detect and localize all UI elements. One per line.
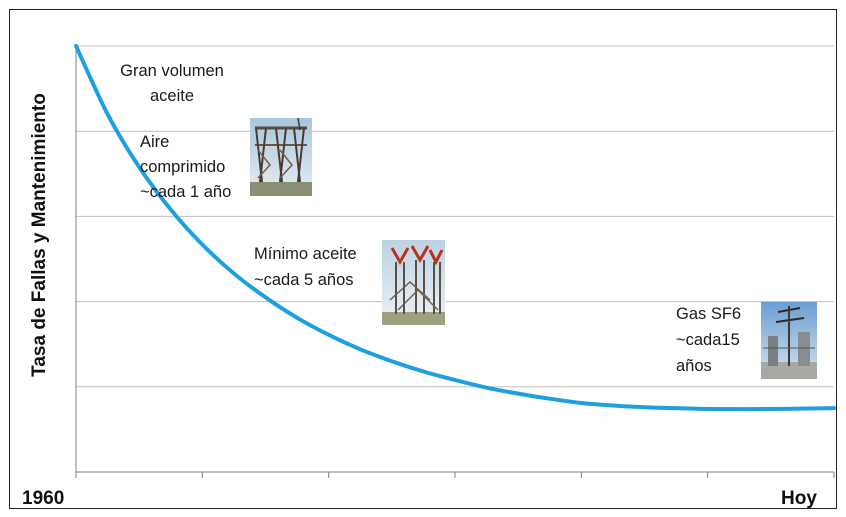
chart-frame xyxy=(9,9,837,509)
annotation-min-oil-line1: Mínimo aceite xyxy=(254,245,357,263)
sf6-breaker-photo xyxy=(761,302,817,379)
annotation-oil-line2: aceite xyxy=(150,87,194,105)
x-tick-label-start: 1960 xyxy=(22,488,64,509)
annotation-sf6-line1: Gas SF6 xyxy=(676,305,741,323)
y-axis-label: Tasa de Fallas y Mantenimiento xyxy=(29,93,50,377)
annotation-min-oil-line2: ~cada 5 años xyxy=(254,271,354,289)
minimum-oil-breaker-photo xyxy=(382,240,445,325)
axes xyxy=(75,46,835,478)
annotation-air-line3: ~cada 1 año xyxy=(140,183,231,201)
annotation-min-oil: Mínimo aceite ~cada 5 años xyxy=(254,240,445,325)
annotation-air-line2: comprimido xyxy=(140,158,225,176)
annotation-air: Aire comprimido ~cada 1 año xyxy=(140,117,312,201)
curve-layer xyxy=(74,44,836,412)
gridlines xyxy=(76,45,834,388)
series-line-0 xyxy=(74,44,836,412)
annotation-oil: Gran volumen aceite xyxy=(120,62,224,105)
annotation-sf6-line3: años xyxy=(676,357,712,375)
annotation-sf6: Gas SF6 ~cada15 años xyxy=(676,302,817,379)
annotation-sf6-line2: ~cada15 xyxy=(676,331,740,349)
annotation-oil-line1: Gran volumen xyxy=(120,62,224,80)
air-blast-breaker-photo xyxy=(250,117,312,196)
annotation-air-line1: Aire xyxy=(140,133,169,151)
x-tick-label-end: Hoy xyxy=(781,488,817,509)
